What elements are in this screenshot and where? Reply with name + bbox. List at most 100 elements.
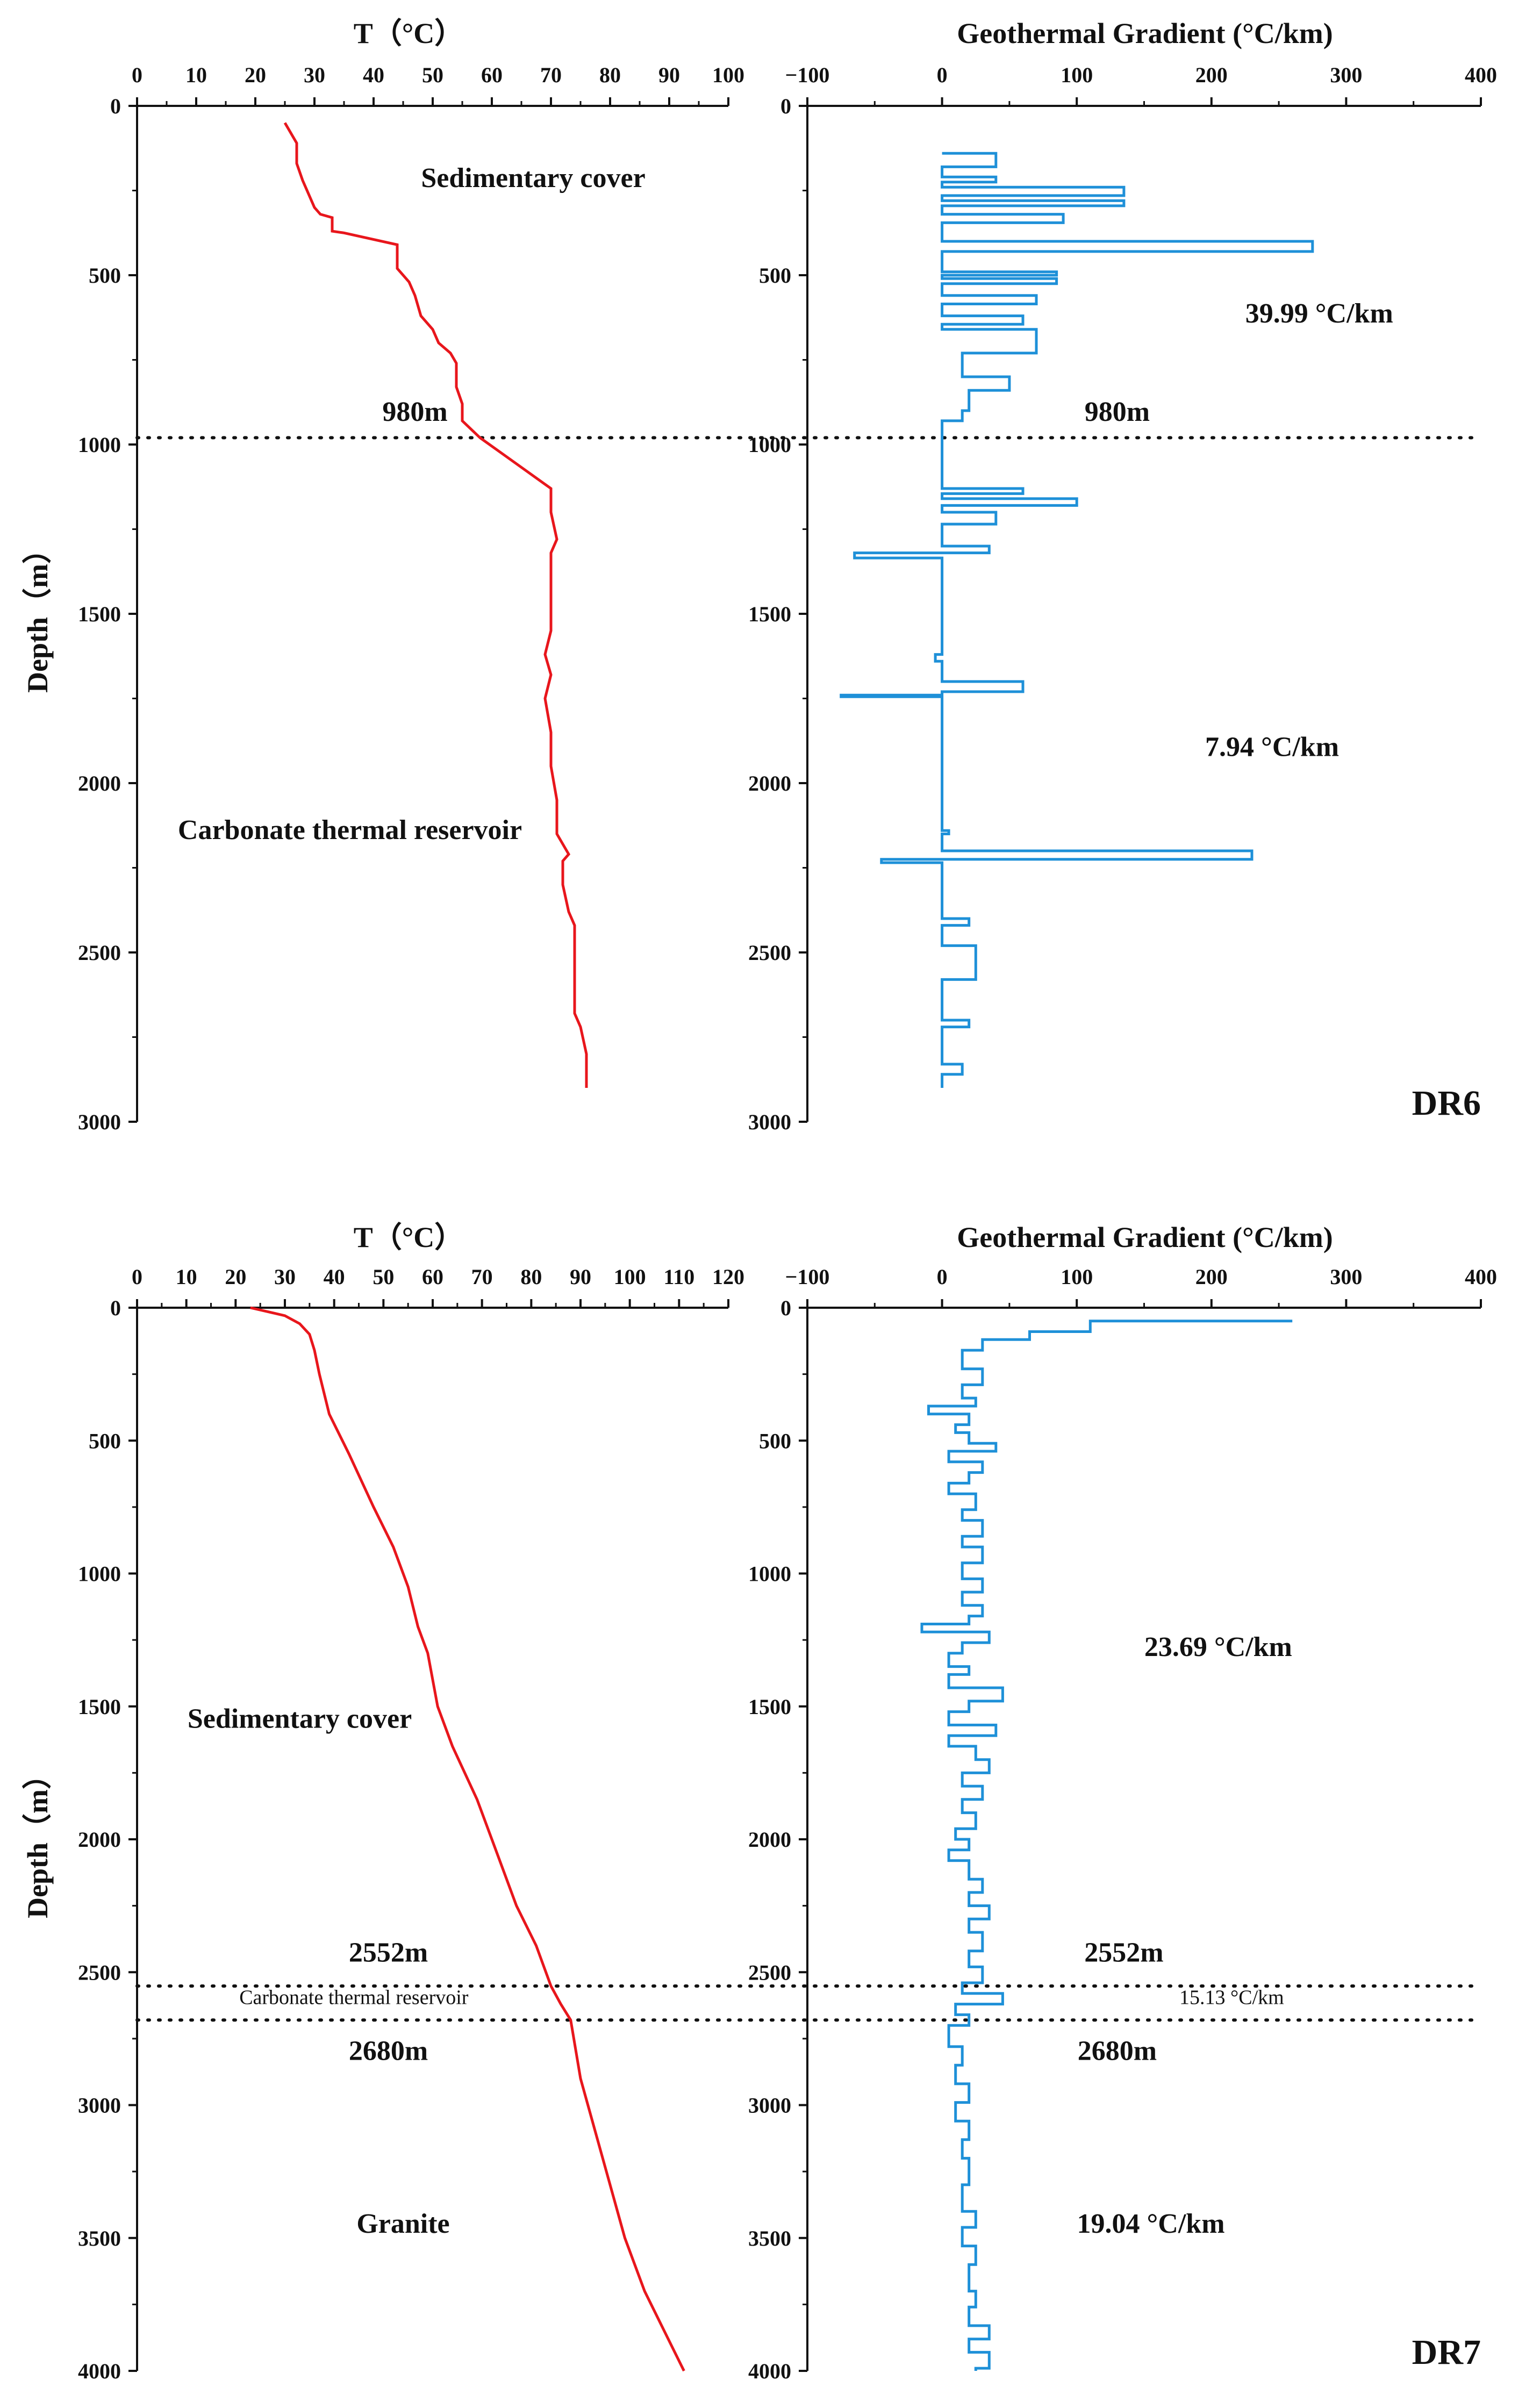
x-tick-label: 110 (663, 1265, 694, 1289)
x-tick-label: 50 (373, 1265, 394, 1289)
x-tick-label: 200 (1195, 63, 1228, 87)
well-label-dr6: DR6 (1412, 1084, 1481, 1123)
x-axis-title: T（°C） (354, 1221, 464, 1253)
dr7-temperature-panel: 0 10 20 30 40 50 60 70 80 90 100 110 120 0 500 1000 1500… (22, 1221, 744, 2383)
y-tick-label: 1000 (78, 433, 121, 457)
y-tick-label: 2000 (748, 771, 791, 795)
annotation-label: Carbonate thermal reservoir (239, 1987, 469, 2009)
y-tick-label: 2500 (748, 941, 791, 965)
y-tick-label: 4000 (748, 2359, 791, 2383)
data-series-line (283, 122, 588, 1088)
x-tick-label: 40 (324, 1265, 345, 1289)
x-tick-label: 20 (245, 63, 266, 87)
x-tick-label: 400 (1465, 1265, 1497, 1289)
x-tick-label: 90 (570, 1265, 591, 1289)
y-tick-label: 1000 (78, 1562, 121, 1586)
x-tick-label: 200 (1195, 1265, 1228, 1289)
annotation-label: Granite (356, 2209, 449, 2239)
y-tick-label: 2500 (78, 1960, 121, 1984)
y-tick-label: 3000 (748, 1110, 791, 1134)
x-tick-label: 30 (304, 63, 325, 87)
dr6-temperature-panel: 0 10 20 30 40 50 60 70 80 90 100050010001500200025… (22, 17, 744, 1134)
y-tick-label: 2500 (748, 1960, 791, 1984)
y-tick-label: 2000 (748, 1827, 791, 1852)
x-tick-label: 100 (1061, 63, 1093, 87)
x-tick-label: 400 (1465, 63, 1497, 87)
x-axis-title: Geothermal Gradient (°C/km) (957, 17, 1333, 49)
y-tick-label: 0 (110, 94, 121, 118)
y-tick-label: 2000 (78, 771, 121, 795)
x-tick-label: −100 (785, 63, 830, 87)
dr7-gradient-panel: −100 0 100 200 300 40005001000150020002500300… (727, 1221, 1497, 2383)
x-tick-label: 30 (274, 1265, 296, 1289)
x-tick-label: 300 (1330, 63, 1362, 87)
well-label-dr7: DR7 (1412, 2333, 1481, 2372)
annotation-label: 7.94 °C/km (1205, 732, 1339, 763)
y-axis-title: Depth（m） (22, 1760, 54, 1918)
y-tick-label: 500 (759, 1429, 791, 1453)
x-tick-label: −100 (785, 1265, 830, 1289)
x-tick-label: 70 (471, 1265, 493, 1289)
y-tick-label: 1500 (78, 602, 121, 626)
x-axis-title: T（°C） (354, 17, 464, 49)
y-tick-label: 2500 (78, 941, 121, 965)
annotation-label: 19.04 °C/km (1077, 2209, 1225, 2239)
x-axis-title: Geothermal Gradient (°C/km) (957, 1221, 1333, 1253)
x-tick-label: 0 (937, 63, 948, 87)
annotation-label: Carbonate thermal reservoir (178, 815, 522, 845)
y-tick-label: 3500 (78, 2226, 121, 2250)
y-tick-label: 1500 (748, 1695, 791, 1719)
annotation-label: 2680m (1078, 2035, 1157, 2066)
y-tick-label: 3000 (78, 1110, 121, 1134)
x-tick-label: 80 (599, 63, 621, 87)
annotation-label: 980m (382, 397, 447, 427)
annotation-label: 980m (1085, 397, 1150, 427)
x-tick-label: 300 (1330, 1265, 1362, 1289)
y-tick-label: 2000 (78, 1827, 121, 1852)
annotation-label: 2680m (349, 2035, 428, 2066)
x-tick-label: 120 (712, 1265, 744, 1289)
x-tick-label: 70 (540, 63, 562, 87)
y-tick-label: 500 (89, 263, 121, 288)
x-tick-label: 100 (712, 63, 744, 87)
x-tick-label: 20 (225, 1265, 246, 1289)
x-tick-label: 60 (481, 63, 503, 87)
y-tick-label: 1500 (78, 1695, 121, 1719)
x-tick-label: 40 (363, 63, 384, 87)
x-tick-label: 0 (132, 1265, 142, 1289)
y-tick-label: 0 (780, 1296, 791, 1320)
annotation-label: Sedimentary cover (188, 1703, 412, 1734)
annotation-label: 23.69 °C/km (1144, 1632, 1292, 1662)
dr6-gradient-panel: −100 0 100 200 300 400 0 500 1000 1500 2000 2500 300… (727, 17, 1497, 1134)
y-tick-label: 1500 (748, 602, 791, 626)
annotation-label: Sedimentary cover (421, 163, 645, 193)
x-tick-label: 10 (176, 1265, 197, 1289)
y-tick-label: 3000 (78, 2094, 121, 2118)
data-series-line (920, 1320, 1293, 2371)
y-tick-label: 3500 (748, 2226, 791, 2250)
x-tick-label: 100 (614, 1265, 646, 1289)
x-tick-label: 50 (422, 63, 443, 87)
x-tick-label: 80 (520, 1265, 542, 1289)
x-tick-label: 90 (658, 63, 680, 87)
y-tick-label: 500 (759, 263, 791, 288)
annotation-label: 15.13 °C/km (1179, 1987, 1284, 2009)
y-axis-title: Depth（m） (22, 535, 54, 693)
y-tick-label: 500 (89, 1429, 121, 1453)
y-tick-label: 1000 (748, 1562, 791, 1586)
x-tick-label: 0 (937, 1265, 948, 1289)
annotation-label: 39.99 °C/km (1245, 298, 1393, 329)
x-tick-label: 0 (132, 63, 142, 87)
y-tick-label: 0 (780, 94, 791, 118)
y-tick-label: 1000 (748, 433, 791, 457)
x-tick-label: 100 (1061, 1265, 1093, 1289)
annotation-label: 2552m (1084, 1937, 1163, 1968)
data-series-line (250, 1306, 685, 2372)
y-tick-label: 4000 (78, 2359, 121, 2383)
x-tick-label: 60 (422, 1265, 443, 1289)
annotation-label: 2552m (349, 1937, 428, 1968)
y-tick-label: 0 (110, 1296, 121, 1320)
x-tick-label: 10 (185, 63, 207, 87)
data-series-line (840, 152, 1314, 1088)
